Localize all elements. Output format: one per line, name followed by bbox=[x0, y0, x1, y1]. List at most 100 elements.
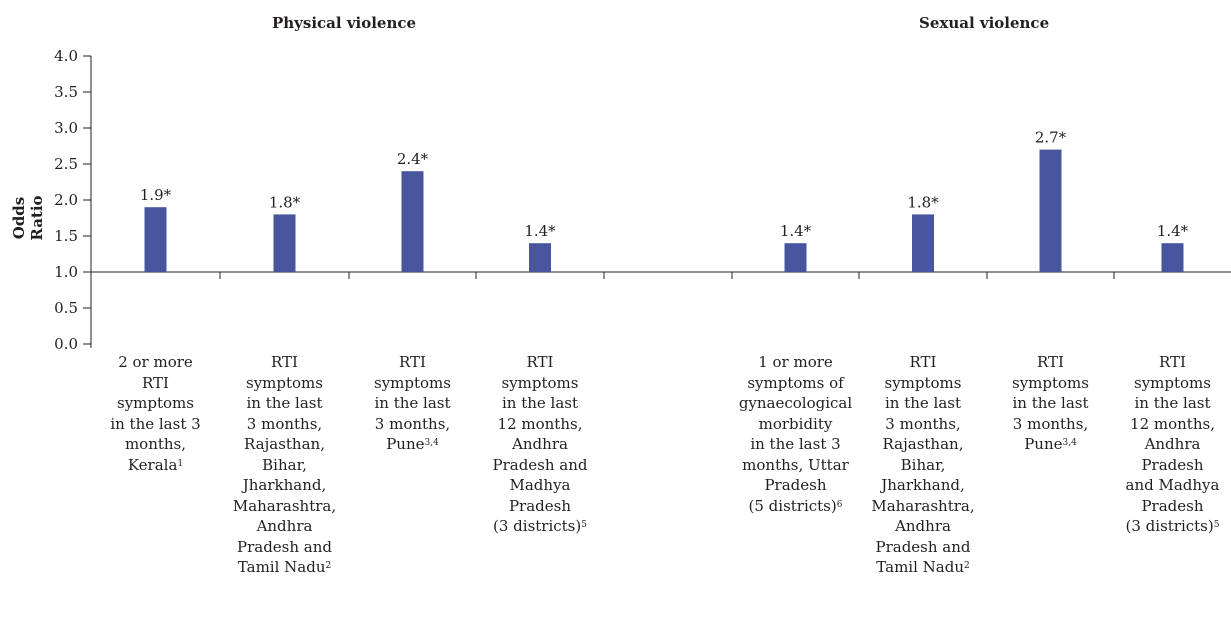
y-tick-label: 2.5 bbox=[54, 155, 78, 173]
category-label-line: Pradesh and bbox=[236, 537, 333, 556]
bar-value-label: 1.4* bbox=[524, 222, 556, 240]
footnote-ref: 2 bbox=[325, 561, 332, 571]
category-label: RTI symptoms in the last 3 months, Pune3,4 bbox=[349, 352, 477, 455]
footnote-ref: 5 bbox=[581, 520, 587, 530]
y-tick-label: 0.5 bbox=[54, 299, 78, 317]
category-label-line: 3 months, bbox=[246, 414, 323, 433]
category-label-line: Maharashtra, bbox=[232, 496, 337, 515]
category-label-line: in the last 3 bbox=[750, 435, 841, 453]
category-label-line: (3 districts)5 bbox=[493, 517, 587, 535]
y-tick-label: 3.0 bbox=[54, 119, 78, 137]
category-label-line: RTI bbox=[1037, 353, 1064, 371]
bar bbox=[401, 171, 424, 272]
category-label-line: RTI bbox=[399, 353, 426, 371]
category-label: RTI symptoms in the last 3 months, Pune3,4 bbox=[987, 352, 1115, 455]
category-label-line: RTI bbox=[909, 353, 937, 371]
category-label-line: RTI bbox=[1159, 353, 1186, 371]
category-label-line: in the last bbox=[1012, 394, 1089, 412]
category-label-line: 1 or more bbox=[758, 353, 833, 371]
category-label-line: (5 districts)6 bbox=[748, 496, 843, 515]
bar bbox=[784, 243, 807, 272]
category-label-line: in the last bbox=[884, 394, 962, 412]
category-label: RTI symptoms in the last 3 months, Rajasthan… bbox=[859, 352, 987, 578]
group-title-sexual: Sexual violence bbox=[919, 14, 1050, 32]
category-label-line: Andhra bbox=[895, 517, 951, 535]
category-label-line: months, bbox=[124, 435, 187, 453]
category-label-line: 3 months, bbox=[885, 414, 961, 433]
y-tick-label: 3.5 bbox=[54, 83, 78, 101]
category-label-line: in the last bbox=[501, 394, 579, 412]
footnote-ref: 5 bbox=[1213, 520, 1220, 530]
footnote-ref: 3,4 bbox=[1062, 438, 1077, 448]
footnote-ref: 6 bbox=[836, 499, 843, 510]
category-label-line: Pune3,4 bbox=[386, 435, 439, 453]
category-label-line: Pradesh and bbox=[875, 537, 971, 556]
category-label-line: Pradesh bbox=[1141, 496, 1204, 515]
category-label-line: Andhra bbox=[512, 435, 568, 453]
category-label-line: Rajasthan, bbox=[244, 435, 325, 453]
bar-value-label: 1.9* bbox=[140, 186, 172, 204]
category-label-line: Bihar, bbox=[262, 455, 307, 474]
category-label-line: Pradesh bbox=[508, 496, 572, 515]
category-label-line: Pradesh bbox=[764, 476, 827, 494]
category-label-line: symptoms bbox=[246, 373, 323, 392]
category-label-line: gynaecological bbox=[738, 394, 853, 412]
category-label-line: Pradesh and bbox=[492, 455, 588, 474]
category-label-line: symptoms bbox=[117, 394, 194, 412]
category-label-line: morbidity bbox=[758, 414, 833, 433]
bar bbox=[1039, 149, 1062, 272]
footnote-ref: 3,4 bbox=[424, 438, 439, 448]
category-label-line: and Madhya bbox=[1125, 476, 1220, 494]
bar-value-label: 2.4* bbox=[397, 150, 429, 168]
category-label: 1 or more symptoms of gynaecological morbid… bbox=[732, 352, 860, 516]
category-label-line: Bihar, bbox=[900, 455, 946, 474]
category-label-line: in the last bbox=[374, 394, 451, 412]
bar bbox=[912, 214, 934, 272]
category-label-line: 3 months, bbox=[1012, 414, 1089, 433]
category-label-line: Maharashtra, bbox=[871, 496, 975, 515]
category-label-line: in the last bbox=[246, 394, 323, 412]
category-label-line: 12 months, bbox=[497, 414, 583, 433]
bar bbox=[1161, 243, 1184, 272]
category-label-line: RTI bbox=[271, 353, 298, 371]
category-label-line: (3 districts)5 bbox=[1125, 517, 1220, 535]
bar bbox=[529, 243, 551, 272]
category-label-line: symptoms bbox=[1134, 373, 1211, 392]
bar-value-label: 1.4* bbox=[780, 222, 812, 240]
category-label-line: symptoms bbox=[374, 373, 451, 392]
category-label-line: Tamil Nadu2 bbox=[237, 558, 332, 576]
category-label-line: Jharkhand, bbox=[242, 476, 327, 494]
category-label-line: Andhra bbox=[1144, 435, 1201, 453]
category-label-line: Kerala1 bbox=[127, 455, 184, 474]
category-label-line: 3 months, bbox=[374, 414, 451, 433]
category-label-line: in the last bbox=[1134, 394, 1211, 412]
bar-value-label: 1.8* bbox=[907, 193, 939, 211]
category-label-line: symptoms bbox=[501, 373, 579, 392]
footnote-ref: 1 bbox=[177, 458, 184, 469]
category-label-line: Tamil Nadu2 bbox=[876, 558, 970, 576]
bar bbox=[273, 214, 296, 272]
category-label-line: RTI bbox=[526, 353, 554, 371]
y-tick-label: 0.0 bbox=[54, 335, 78, 353]
category-label-line: symptoms bbox=[884, 373, 962, 392]
category-label-line: 2 or more bbox=[118, 353, 193, 371]
category-label-line: in the last 3 bbox=[110, 414, 201, 433]
category-label-line: Pradesh bbox=[1141, 455, 1204, 474]
bar bbox=[144, 207, 167, 272]
category-label-line: 12 months, bbox=[1130, 414, 1215, 433]
category-label: 2 or more RTI symptoms in the last 3 months,… bbox=[92, 352, 220, 475]
category-label-line: Jharkhand, bbox=[881, 476, 965, 494]
group-title-physical: Physical violence bbox=[272, 14, 417, 32]
y-tick-label: 4.0 bbox=[54, 47, 78, 65]
category-label-line: Andhra bbox=[256, 517, 313, 535]
y-tick-label: 1.0 bbox=[54, 263, 78, 281]
category-label-line: Madhya bbox=[509, 476, 571, 494]
category-label-line: symptoms bbox=[1012, 373, 1089, 392]
bar-value-label: 2.7* bbox=[1035, 129, 1067, 147]
category-label: RTI symptoms in the last 12 months, Andhra Pr… bbox=[1109, 352, 1231, 537]
bar-value-label: 1.8* bbox=[269, 193, 301, 211]
category-label-line: Pune3,4 bbox=[1024, 435, 1077, 453]
category-label-line: RTI bbox=[142, 373, 169, 392]
y-tick-label: 2.0 bbox=[54, 191, 78, 209]
